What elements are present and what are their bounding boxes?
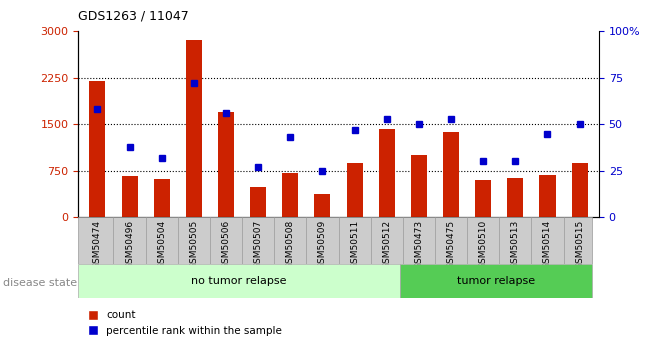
Text: GSM50515: GSM50515 — [575, 220, 584, 269]
Bar — [122, 176, 137, 217]
Bar — [379, 129, 395, 217]
Legend: count, percentile rank within the sample: count, percentile rank within the sample — [83, 306, 286, 340]
Text: GSM50509: GSM50509 — [318, 220, 327, 269]
Text: GSM50474: GSM50474 — [93, 220, 102, 269]
Bar — [572, 163, 588, 217]
Text: GDS1263 / 11047: GDS1263 / 11047 — [78, 9, 189, 22]
Bar — [89, 81, 105, 217]
Text: GSM50473: GSM50473 — [415, 220, 423, 269]
Bar — [314, 194, 331, 217]
Bar — [443, 132, 459, 217]
Bar — [540, 175, 555, 217]
Text: GSM50505: GSM50505 — [189, 220, 199, 269]
Text: no tumor relapse: no tumor relapse — [191, 276, 286, 286]
Text: GSM50514: GSM50514 — [543, 220, 552, 269]
Bar — [250, 187, 266, 217]
Bar — [400, 264, 592, 298]
Bar — [78, 264, 400, 298]
Bar — [346, 163, 363, 217]
Text: GSM50511: GSM50511 — [350, 220, 359, 269]
Bar — [475, 180, 492, 217]
Text: GSM50504: GSM50504 — [157, 220, 166, 269]
Bar — [411, 155, 427, 217]
Text: GSM50507: GSM50507 — [254, 220, 262, 269]
Text: GSM50506: GSM50506 — [221, 220, 230, 269]
Bar — [283, 172, 298, 217]
Text: GSM50475: GSM50475 — [447, 220, 456, 269]
Text: disease state: disease state — [3, 278, 77, 288]
Text: GSM50512: GSM50512 — [382, 220, 391, 269]
Bar — [186, 40, 202, 217]
Text: GSM50508: GSM50508 — [286, 220, 295, 269]
Bar — [507, 178, 523, 217]
Text: GSM50510: GSM50510 — [478, 220, 488, 269]
Bar — [154, 179, 170, 217]
Text: GSM50496: GSM50496 — [125, 220, 134, 269]
Text: tumor relapse: tumor relapse — [457, 276, 535, 286]
Bar — [218, 112, 234, 217]
Text: GSM50513: GSM50513 — [511, 220, 520, 269]
